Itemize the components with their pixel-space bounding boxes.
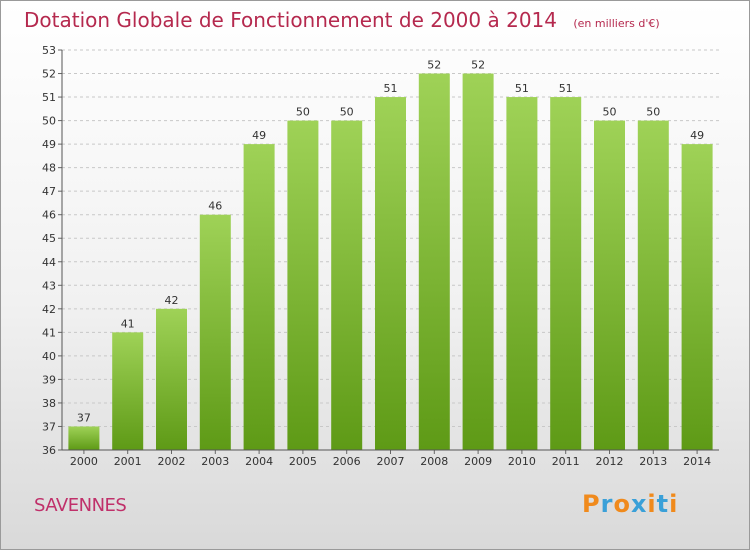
bar-value-label: 52 bbox=[427, 59, 441, 72]
chart-subtitle: (en milliers d'€) bbox=[573, 17, 660, 30]
x-tick-label: 2008 bbox=[420, 455, 448, 468]
y-tick-label: 49 bbox=[42, 138, 56, 151]
y-tick-label: 50 bbox=[42, 115, 56, 128]
logo-letter: r bbox=[600, 490, 614, 518]
x-tick-label: 2010 bbox=[508, 455, 536, 468]
bar bbox=[594, 120, 625, 451]
bar bbox=[375, 97, 406, 450]
bar-value-label: 50 bbox=[603, 106, 617, 119]
bar bbox=[506, 97, 538, 450]
x-tick-label: 2005 bbox=[289, 455, 317, 468]
bar-value-label: 50 bbox=[340, 106, 354, 119]
x-tick-label: 2001 bbox=[114, 455, 142, 468]
x-tick-label: 2012 bbox=[596, 455, 624, 468]
logo-letter: x bbox=[630, 490, 648, 518]
bar bbox=[637, 120, 669, 451]
bar-value-label: 50 bbox=[296, 106, 310, 119]
bar bbox=[243, 144, 275, 450]
city-name: SAVENNES bbox=[34, 495, 127, 516]
x-tick-label: 2013 bbox=[639, 455, 667, 468]
bar-value-label: 51 bbox=[384, 82, 398, 95]
bar bbox=[550, 97, 582, 450]
proxiti-logo: Proxiti bbox=[582, 490, 678, 518]
logo-letter: t bbox=[656, 490, 670, 518]
bar bbox=[68, 426, 100, 450]
y-tick-label: 43 bbox=[42, 279, 56, 292]
x-tick-label: 2004 bbox=[245, 455, 273, 468]
x-tick-label: 2011 bbox=[552, 455, 580, 468]
logo-letter: o bbox=[613, 490, 631, 518]
bar-value-label: 42 bbox=[165, 294, 179, 307]
x-tick-label: 2007 bbox=[377, 455, 405, 468]
bar bbox=[681, 144, 713, 450]
chart-title-text: Dotation Globale de Fonctionnement de 20… bbox=[24, 8, 557, 32]
bar bbox=[156, 308, 187, 450]
y-tick-label: 48 bbox=[42, 162, 56, 175]
bar-value-label: 46 bbox=[208, 200, 222, 213]
bar-value-label: 50 bbox=[646, 106, 660, 119]
y-tick-label: 38 bbox=[42, 397, 56, 410]
bar-value-label: 49 bbox=[690, 129, 704, 142]
x-tick-label: 2006 bbox=[333, 455, 361, 468]
bar-value-label: 49 bbox=[252, 129, 266, 142]
bar bbox=[331, 120, 363, 451]
logo-letter: i bbox=[669, 490, 679, 518]
x-tick-label: 2000 bbox=[70, 455, 98, 468]
bar bbox=[462, 73, 494, 450]
y-tick-label: 47 bbox=[42, 185, 56, 198]
y-tick-label: 46 bbox=[42, 209, 56, 222]
logo-letter: P bbox=[582, 490, 601, 518]
bar-value-label: 51 bbox=[515, 82, 529, 95]
logo-letter: i bbox=[647, 490, 657, 518]
y-tick-label: 53 bbox=[42, 44, 56, 57]
y-tick-label: 45 bbox=[42, 232, 56, 245]
bar bbox=[199, 214, 231, 450]
chart-title: Dotation Globale de Fonctionnement de 20… bbox=[24, 8, 660, 32]
y-tick-label: 39 bbox=[42, 373, 56, 386]
y-tick-label: 41 bbox=[42, 326, 56, 339]
y-tick-label: 42 bbox=[42, 303, 56, 316]
y-tick-label: 37 bbox=[42, 420, 56, 433]
y-tick-label: 36 bbox=[42, 444, 56, 457]
x-tick-label: 2002 bbox=[158, 455, 186, 468]
bar bbox=[287, 120, 319, 451]
x-tick-label: 2014 bbox=[683, 455, 711, 468]
bar-value-label: 51 bbox=[559, 82, 573, 95]
x-tick-label: 2009 bbox=[464, 455, 492, 468]
x-tick-label: 2003 bbox=[201, 455, 229, 468]
bar-value-label: 41 bbox=[121, 317, 135, 330]
y-tick-label: 44 bbox=[42, 256, 56, 269]
bar bbox=[418, 73, 450, 450]
bar bbox=[112, 332, 144, 450]
y-tick-label: 51 bbox=[42, 91, 56, 104]
bar-value-label: 52 bbox=[471, 59, 485, 72]
y-tick-label: 40 bbox=[42, 350, 56, 363]
bar-value-label: 37 bbox=[77, 411, 91, 424]
y-tick-label: 52 bbox=[42, 68, 56, 81]
